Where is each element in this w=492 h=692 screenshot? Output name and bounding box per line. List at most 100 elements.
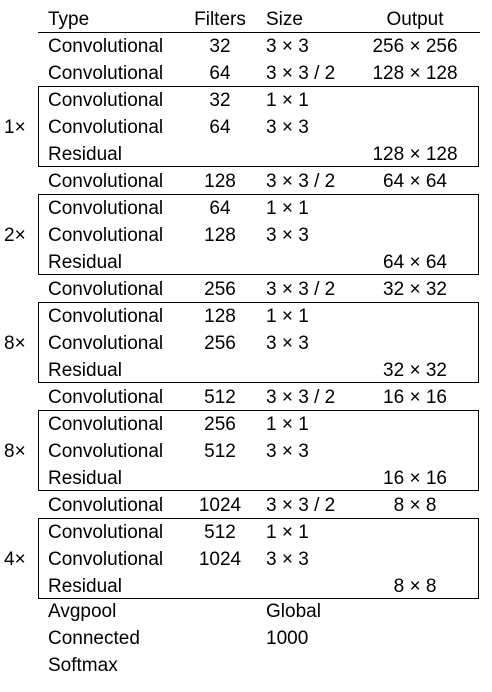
- table-row: Convolutional 32 1 × 1: [0, 87, 492, 114]
- header-type: Type: [48, 9, 90, 30]
- cell-type: Convolutional: [48, 414, 164, 435]
- cell-filters: 128: [204, 171, 236, 192]
- cell-filters: 1024: [198, 495, 242, 516]
- cell-type: Residual: [48, 144, 122, 165]
- cell-filters: 64: [209, 117, 231, 138]
- cell-output: 32 × 32: [383, 360, 447, 381]
- table-row: Softmax: [0, 652, 492, 679]
- cell-type: Convolutional: [48, 36, 164, 57]
- residual-block-multiplier: 8×: [4, 333, 26, 354]
- cell-type: Convolutional: [48, 63, 164, 84]
- cell-size: 1 × 1: [266, 414, 309, 435]
- cell-output: 16 × 16: [383, 468, 447, 489]
- table-row: Convolutional 256 3 × 3 / 2 32 × 32: [0, 276, 492, 303]
- cell-filters: 256: [204, 333, 236, 354]
- cell-size: Global: [266, 601, 321, 622]
- table-row: Residual 16 × 16: [0, 465, 492, 492]
- table-row: Residual 64 × 64: [0, 249, 492, 276]
- cell-size: 3 × 3 / 2: [266, 63, 336, 84]
- cell-filters: 128: [204, 306, 236, 327]
- cell-type: Connected: [48, 628, 140, 649]
- residual-block-multiplier: 4×: [4, 549, 26, 570]
- cell-size: 3 × 3: [266, 36, 309, 57]
- table-row: Residual 32 × 32: [0, 357, 492, 384]
- cell-type: Convolutional: [48, 387, 164, 408]
- cell-type: Convolutional: [48, 225, 164, 246]
- residual-block-multiplier: 2×: [4, 225, 26, 246]
- table-row: Convolutional 512 3 × 3 / 2 16 × 16: [0, 384, 492, 411]
- cell-type: Residual: [48, 576, 122, 597]
- table-row: Convolutional 128 3 × 3 / 2 64 × 64: [0, 168, 492, 195]
- cell-size: 1 × 1: [266, 522, 309, 543]
- residual-block-box: [38, 302, 479, 383]
- cell-type: Convolutional: [48, 441, 164, 462]
- header-row: Type Filters Size Output: [0, 6, 492, 33]
- residual-block-multiplier: 1×: [4, 117, 26, 138]
- table-row: Convolutional 64 3 × 3: [0, 114, 492, 141]
- cell-size: 3 × 3: [266, 441, 309, 462]
- table-row: Connected 1000: [0, 625, 492, 652]
- table-row: Convolutional 256 1 × 1: [0, 411, 492, 438]
- cell-type: Convolutional: [48, 333, 164, 354]
- table-row: Residual 8 × 8: [0, 573, 492, 600]
- cell-type: Convolutional: [48, 549, 164, 570]
- table-row: Convolutional 1024 3 × 3 / 2 8 × 8: [0, 492, 492, 519]
- cell-type: Convolutional: [48, 171, 164, 192]
- residual-block-box: [38, 518, 479, 599]
- cell-type: Avgpool: [48, 601, 117, 622]
- cell-type: Residual: [48, 252, 122, 273]
- cell-type: Convolutional: [48, 306, 164, 327]
- cell-output: 64 × 64: [383, 252, 447, 273]
- cell-type: Convolutional: [48, 90, 164, 111]
- cell-filters: 128: [204, 225, 236, 246]
- header-filters: Filters: [194, 9, 246, 30]
- residual-block-box: [38, 194, 479, 275]
- cell-output: 8 × 8: [393, 495, 437, 516]
- cell-type: Convolutional: [48, 495, 164, 516]
- cell-filters: 64: [209, 63, 231, 84]
- header-rule: [38, 32, 480, 33]
- table-row: Residual 128 × 128: [0, 141, 492, 168]
- cell-size: 3 × 3: [266, 333, 309, 354]
- table-row: Convolutional 512 1 × 1: [0, 519, 492, 546]
- residual-block-box: [38, 86, 479, 167]
- cell-size: 3 × 3 / 2: [266, 387, 336, 408]
- cell-type: Softmax: [48, 655, 118, 676]
- cell-filters: 1024: [198, 549, 242, 570]
- table-row: Avgpool Global: [0, 598, 492, 625]
- cell-output: 8 × 8: [393, 576, 437, 597]
- cell-size: 3 × 3: [266, 225, 309, 246]
- table-row: Convolutional 64 3 × 3 / 2 128 × 128: [0, 60, 492, 87]
- header-size: Size: [266, 9, 303, 30]
- cell-size: 3 × 3: [266, 117, 309, 138]
- cell-output: 256 × 256: [372, 36, 458, 57]
- cell-output: 128 × 128: [372, 144, 458, 165]
- cell-size: 3 × 3: [266, 549, 309, 570]
- table-row: Convolutional 512 3 × 3: [0, 438, 492, 465]
- cell-filters: 512: [204, 441, 236, 462]
- cell-type: Residual: [48, 468, 122, 489]
- cell-filters: 256: [204, 414, 236, 435]
- table-row: Convolutional 256 3 × 3: [0, 330, 492, 357]
- table-row: Convolutional 1024 3 × 3: [0, 546, 492, 573]
- cell-type: Residual: [48, 360, 122, 381]
- cell-type: Convolutional: [48, 198, 164, 219]
- table-row: Convolutional 32 3 × 3 256 × 256: [0, 33, 492, 60]
- cell-filters: 32: [209, 90, 231, 111]
- table-row: Convolutional 128 1 × 1: [0, 303, 492, 330]
- residual-block-multiplier: 8×: [4, 441, 26, 462]
- cell-size: 3 × 3 / 2: [266, 171, 336, 192]
- cell-filters: 64: [209, 198, 231, 219]
- residual-block-box: [38, 410, 479, 491]
- cell-output: 64 × 64: [383, 171, 447, 192]
- cell-type: Convolutional: [48, 522, 164, 543]
- cell-size: 1 × 1: [266, 306, 309, 327]
- cell-filters: 512: [204, 522, 236, 543]
- cell-type: Convolutional: [48, 117, 164, 138]
- header-output: Output: [386, 9, 444, 30]
- cell-filters: 256: [204, 279, 236, 300]
- cell-output: 128 × 128: [372, 63, 458, 84]
- cell-size: 1 × 1: [266, 198, 309, 219]
- cell-output: 32 × 32: [383, 279, 447, 300]
